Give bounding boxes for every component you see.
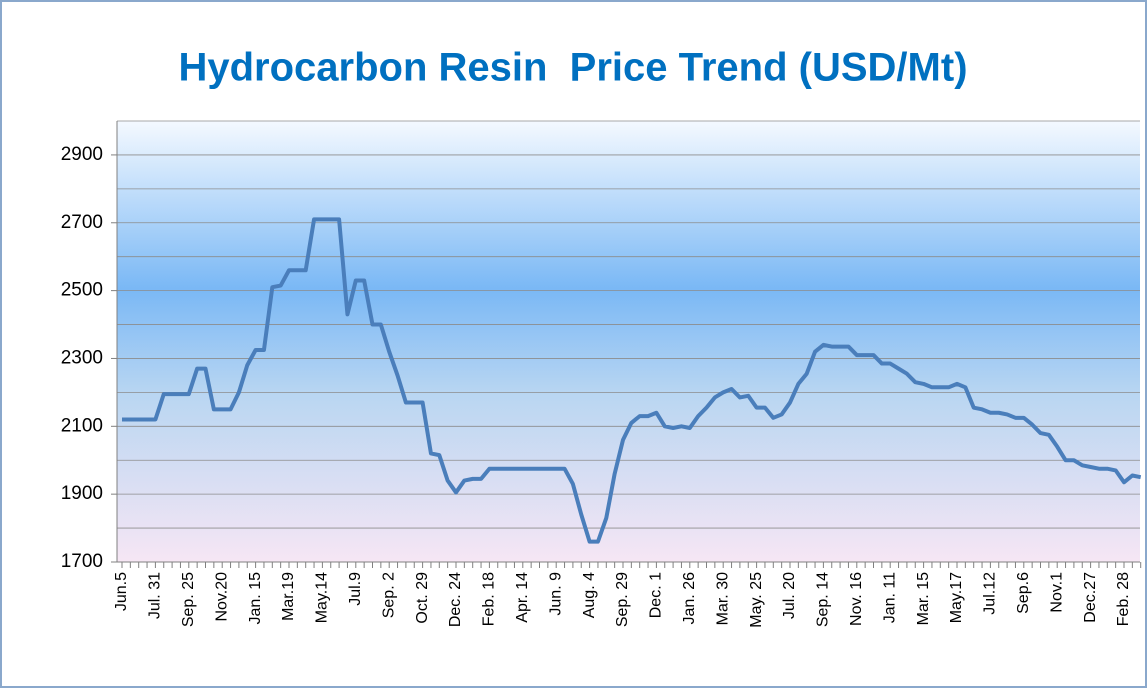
x-tick-label: Aug. 4 [581, 572, 598, 618]
x-tick-label: Sep. 29 [614, 572, 631, 627]
y-tick-label: 2100 [61, 415, 103, 436]
x-tick-label: Nov. 16 [848, 572, 865, 626]
y-tick-label: 1700 [61, 551, 103, 572]
x-tick-label: Apr. 14 [514, 572, 531, 623]
x-tick-label: Oct. 29 [414, 572, 431, 624]
price-line [122, 217, 1142, 544]
x-tick-label: Mar. 15 [915, 572, 932, 625]
y-tick-label: 1900 [61, 483, 103, 504]
x-tick-label: Mar. 30 [714, 572, 731, 625]
x-tick-label: Sep. 25 [180, 572, 197, 627]
x-tick-label: Nov.20 [213, 572, 230, 622]
x-tick-label: Jul. 31 [147, 572, 164, 619]
y-tick-label: 2300 [61, 347, 103, 368]
x-tick-label: May.17 [948, 572, 965, 623]
x-tick-label: Feb. 28 [1115, 572, 1132, 626]
x-tick-label: Dec.27 [1082, 572, 1099, 623]
x-tick-label: Jan. 26 [681, 572, 698, 625]
x-tick-label: Feb. 18 [481, 572, 498, 626]
x-tick-label: Sep. 2 [380, 572, 397, 618]
x-tick-label: Jan. 15 [247, 572, 264, 625]
y-tick-label: 2700 [61, 212, 103, 233]
y-tick-label: 2900 [61, 144, 103, 165]
x-tick-label: Jun. 9 [547, 572, 564, 616]
x-tick-label: Jul.12 [982, 572, 999, 615]
x-tick-label: Sep.6 [1015, 572, 1032, 614]
x-tick-label: Jun.5 [113, 572, 130, 611]
x-tick-label: Jul. 20 [781, 572, 798, 619]
x-tick-label: Dec. 24 [447, 572, 464, 627]
x-tick-label: Nov.1 [1048, 572, 1065, 613]
x-tick-label: Jul.9 [347, 572, 364, 606]
x-tick-label: Dec. 1 [648, 572, 665, 618]
x-tick-label: May. 25 [748, 572, 765, 628]
plot-area [117, 121, 1140, 562]
x-tick-label: Sep. 14 [815, 572, 832, 627]
x-tick-label: May.14 [314, 572, 331, 623]
y-tick-label: 2500 [61, 280, 103, 301]
x-tick-label: Jan. 11 [881, 572, 898, 623]
x-tick-label: Mar.19 [280, 572, 297, 621]
chart-title: Hydrocarbon Resin Price Trend (USD/Mt) [178, 46, 967, 90]
